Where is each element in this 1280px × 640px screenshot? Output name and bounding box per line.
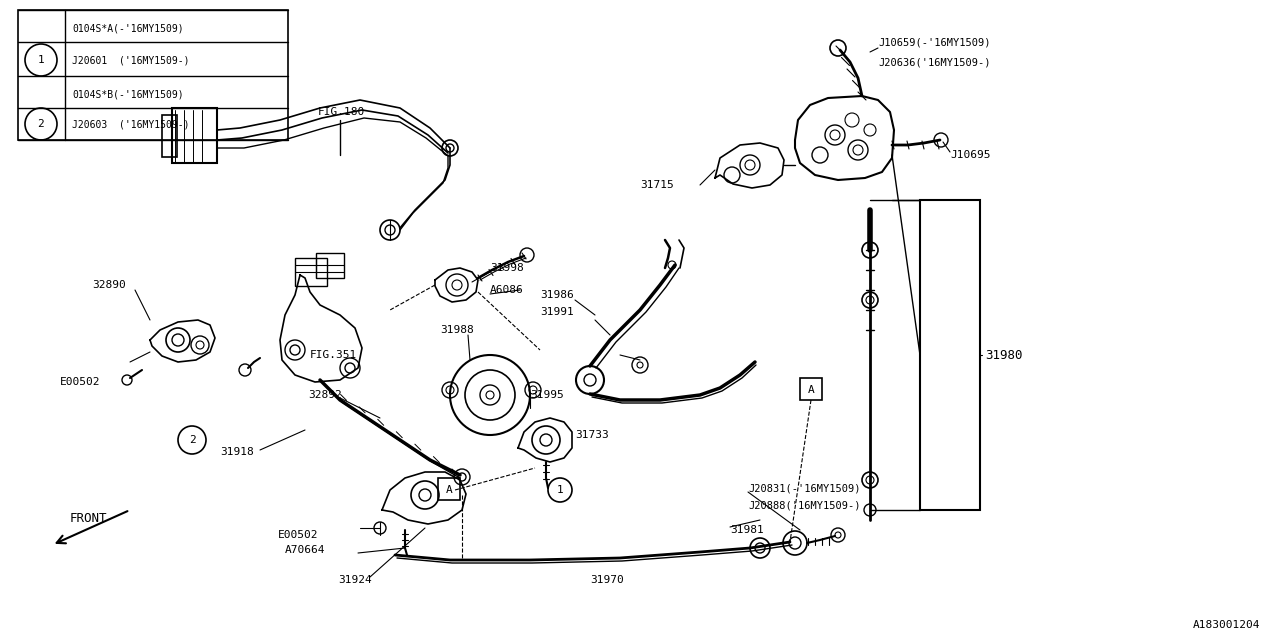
Text: 1: 1	[557, 485, 563, 495]
Text: 31924: 31924	[338, 575, 371, 585]
Text: A70664: A70664	[285, 545, 325, 555]
Text: J20831(-'16MY1509): J20831(-'16MY1509)	[748, 483, 860, 493]
Text: 32890: 32890	[92, 280, 125, 290]
Bar	[294, 258, 326, 286]
Text: E00502: E00502	[60, 377, 101, 387]
Text: A183001204: A183001204	[1193, 620, 1260, 630]
Text: E00502: E00502	[278, 530, 319, 540]
Text: A: A	[445, 485, 452, 495]
Text: 2: 2	[37, 119, 45, 129]
Text: A: A	[808, 385, 814, 395]
Text: 31970: 31970	[590, 575, 623, 585]
Text: 31998: 31998	[490, 263, 524, 273]
Text: 31918: 31918	[220, 447, 253, 457]
Text: 31991: 31991	[540, 307, 573, 317]
Text: 31980: 31980	[986, 349, 1023, 362]
Text: FIG.180: FIG.180	[317, 107, 365, 117]
Text: 31995: 31995	[530, 390, 563, 400]
Text: 31733: 31733	[575, 430, 609, 440]
Text: J20603  ('16MY1509-): J20603 ('16MY1509-)	[72, 119, 189, 129]
Text: 0104S*B(-'16MY1509): 0104S*B(-'16MY1509)	[72, 89, 183, 99]
Bar	[18, 10, 288, 140]
Bar	[316, 253, 344, 278]
Bar	[163, 115, 177, 157]
Text: A6086: A6086	[490, 285, 524, 295]
Text: 31986: 31986	[540, 290, 573, 300]
Text: 31988: 31988	[440, 325, 474, 335]
Text: J10659(-'16MY1509): J10659(-'16MY1509)	[878, 37, 991, 47]
Text: 0104S*A(-'16MY1509): 0104S*A(-'16MY1509)	[72, 23, 183, 33]
Text: 31981: 31981	[730, 525, 764, 535]
Text: FIG.351: FIG.351	[310, 350, 357, 360]
Text: 32892: 32892	[308, 390, 342, 400]
Text: 31715: 31715	[640, 180, 673, 190]
Bar	[438, 478, 460, 500]
Bar	[800, 378, 822, 400]
Text: 2: 2	[188, 435, 196, 445]
Bar	[920, 200, 980, 510]
Text: 1: 1	[37, 55, 45, 65]
Text: J10695: J10695	[950, 150, 991, 160]
Text: J20636('16MY1509-): J20636('16MY1509-)	[878, 57, 991, 67]
Bar	[172, 108, 218, 163]
Text: FRONT: FRONT	[69, 511, 106, 525]
Text: J20888('16MY1509-): J20888('16MY1509-)	[748, 500, 860, 510]
Text: J20601  ('16MY1509-): J20601 ('16MY1509-)	[72, 55, 189, 65]
